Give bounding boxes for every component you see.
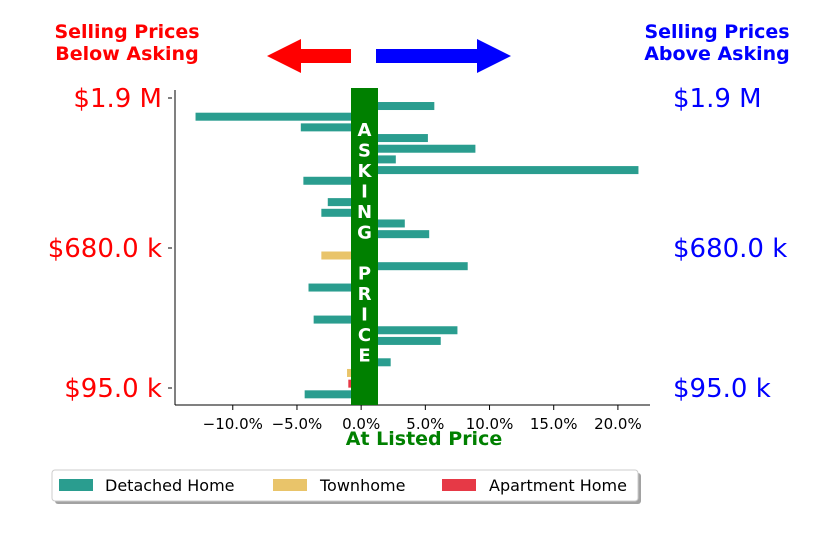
x-tick-labels: −10.0% −5.0% 0.0% 5.0% 10.0% 15.0% 20.0% <box>203 405 642 433</box>
x-tick-label: 15.0% <box>530 415 578 433</box>
x-tick-label: −10.0% <box>203 415 263 433</box>
legend-swatch-apartment <box>442 479 476 491</box>
bar-detached-home-4 <box>361 144 476 153</box>
bar-detached-home-20 <box>361 326 458 335</box>
price-label-left: $680.0 k <box>48 234 162 264</box>
price-label-right: $680.0 k <box>673 234 787 264</box>
legend-label-townhome: Townhome <box>319 476 405 495</box>
price-label-left: $1.9 M <box>73 84 162 114</box>
x-axis-label: At Listed Price <box>346 428 502 450</box>
bar-detached-home-21 <box>361 336 441 345</box>
band-letter: I <box>361 182 368 203</box>
x-tick-label: 10.0% <box>466 415 514 433</box>
bar-detached-home-3 <box>361 134 428 143</box>
bar-detached-home-0 <box>361 102 435 111</box>
legend-label-detached: Detached Home <box>105 476 235 495</box>
bar-detached-home-11 <box>361 219 405 228</box>
bar-detached-home-6 <box>361 166 639 175</box>
bar-detached-home-2 <box>300 123 362 132</box>
band-letter: E <box>358 346 370 367</box>
bar-detached-home-10 <box>321 208 362 217</box>
x-tick-label: −5.0% <box>272 415 323 433</box>
bar-detached-home-1 <box>195 112 362 121</box>
band-letter: P <box>358 264 371 285</box>
price-label-right: $1.9 M <box>673 84 762 114</box>
band-letter: S <box>358 141 371 162</box>
bar-detached-home-12 <box>361 230 430 239</box>
above-asking-title-line2: Above Asking <box>644 43 790 65</box>
band-letter: K <box>358 161 373 182</box>
above-asking-title-line1: Selling Prices <box>644 21 789 43</box>
legend-swatch-detached <box>59 479 93 491</box>
legend: Detached Home Townhome Apartment Home <box>51 469 641 504</box>
above-asking-arrow-icon <box>376 39 511 73</box>
price-tick-labels: $1.9 M $680.0 k $95.0 k $1.9 M $680.0 k $95.0… <box>48 84 788 404</box>
legend-label-apartment: Apartment Home <box>489 476 627 495</box>
price-label-right: $95.0 k <box>673 374 771 404</box>
band-letter: G <box>357 223 372 244</box>
legend-swatch-townhome <box>273 479 307 491</box>
band-letter: N <box>357 202 372 223</box>
bar-detached-home-19 <box>313 315 362 324</box>
band-letter: A <box>358 120 372 141</box>
below-asking-arrow-icon <box>267 39 351 73</box>
x-tick-label: 0.0% <box>342 415 380 433</box>
band-letter: I <box>361 305 368 326</box>
bar-detached-home-16 <box>308 283 362 292</box>
bar-detached-home-5 <box>361 155 396 164</box>
x-tick-label: 20.0% <box>594 415 642 433</box>
x-tick-label: 5.0% <box>406 415 444 433</box>
below-asking-title-line2: Below Asking <box>55 43 198 65</box>
bar-detached-home-9 <box>327 198 362 207</box>
bars-group <box>195 102 639 399</box>
bar-detached-home-24 <box>304 390 362 399</box>
below-asking-title-line1: Selling Prices <box>54 21 199 43</box>
bar-detached-home-7 <box>303 176 362 185</box>
band-letter: R <box>358 284 372 305</box>
asking-price-band <box>351 88 378 405</box>
bar-townhome-0 <box>321 251 362 260</box>
bar-detached-home-14 <box>361 262 468 271</box>
price-label-left: $95.0 k <box>64 374 162 404</box>
band-letter: C <box>358 325 371 346</box>
